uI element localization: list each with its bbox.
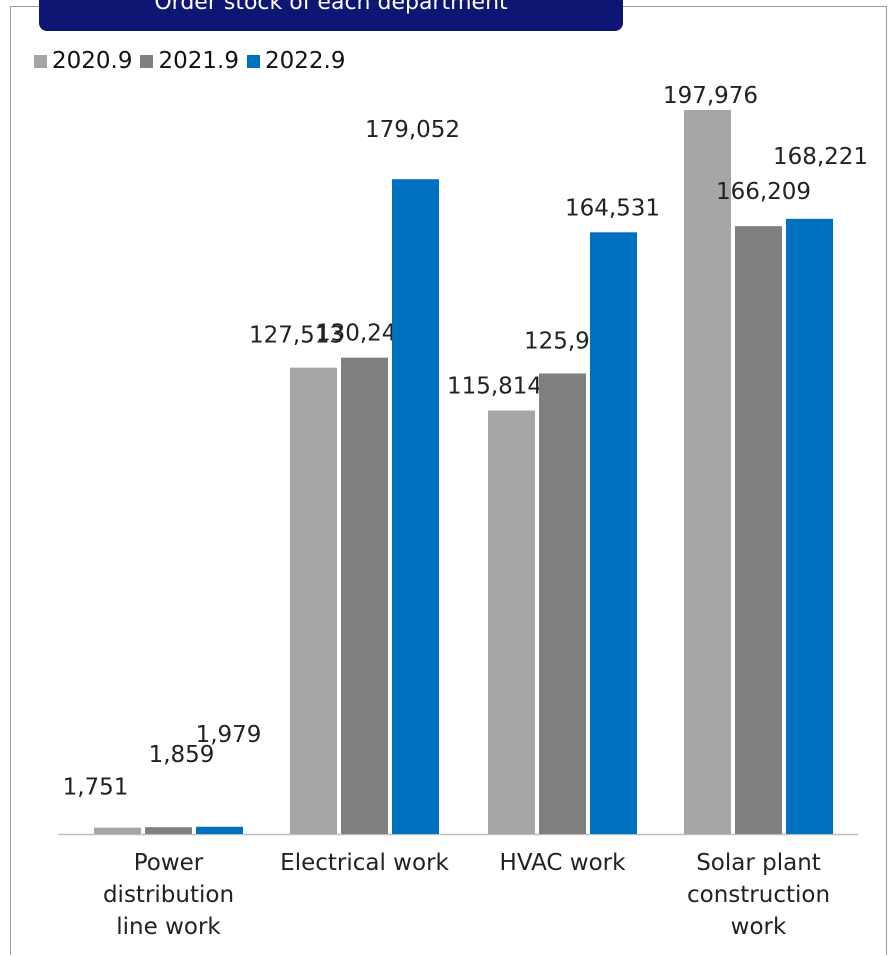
data-label-2021.9-0: 1,859 [149,742,215,768]
data-label-2022.9-1: 179,052 [365,117,460,143]
legend-label-2022: 2022.9 [264,48,346,74]
chart-frame: Order stock of each department [10,0,887,955]
bar-2022.9-1 [392,179,439,835]
bar-2021.9-3 [735,226,782,835]
bar-2022.9-0 [196,826,243,834]
bar-2021.9-0 [145,827,192,834]
category-label-2-line-0: HVAC work [500,850,627,876]
legend-item-2020: 2020.9 [34,48,132,74]
data-label-2020.9-2: 115,814 [447,373,542,399]
legend-item-2022: 2022.9 [246,48,346,74]
legend-swatch-2021 [140,54,154,68]
legend-swatch-2022 [246,54,260,68]
data-label-2022.9-0: 1,979 [196,722,262,748]
legend-label-2020: 2020.9 [52,48,133,74]
bar-2020.9-0 [94,827,141,834]
category-label-1-line-0: Electrical work [280,850,449,876]
bar-2022.9-3 [786,218,833,834]
category-label-0-line-0: Power [134,850,204,876]
category-label-0-line-1: distribution [103,882,234,908]
data-label-2021.9-3: 166,209 [716,179,811,205]
chart-title: Order stock of each department [39,0,623,31]
category-label-0-line-2: line work [116,914,221,940]
bar-2021.9-1 [341,357,388,834]
category-label-3-line-0: Solar plant [696,850,821,876]
data-label-2022.9-2: 164,531 [565,195,660,221]
legend-item-2021: 2021.9 [140,48,239,74]
bar-2020.9-1 [290,367,337,834]
bar-2021.9-2 [539,373,586,834]
legend: 2020.9 2021.9 2022.9 [34,48,353,74]
data-label-2020.9-3: 197,976 [663,83,758,109]
data-label-2020.9-0: 1,751 [63,775,129,801]
data-label-2020.9-1: 127,513 [249,323,344,349]
legend-label-2021: 2021.9 [158,48,239,74]
bar-2022.9-2 [590,232,637,835]
data-label-2022.9-3: 168,221 [773,144,868,170]
category-label-3-line-2: work [731,914,787,940]
bar-2020.9-3 [684,110,731,834]
legend-swatch-2020 [34,54,47,68]
bar-2020.9-2 [488,410,535,834]
category-label-3-line-1: construction [687,882,830,908]
